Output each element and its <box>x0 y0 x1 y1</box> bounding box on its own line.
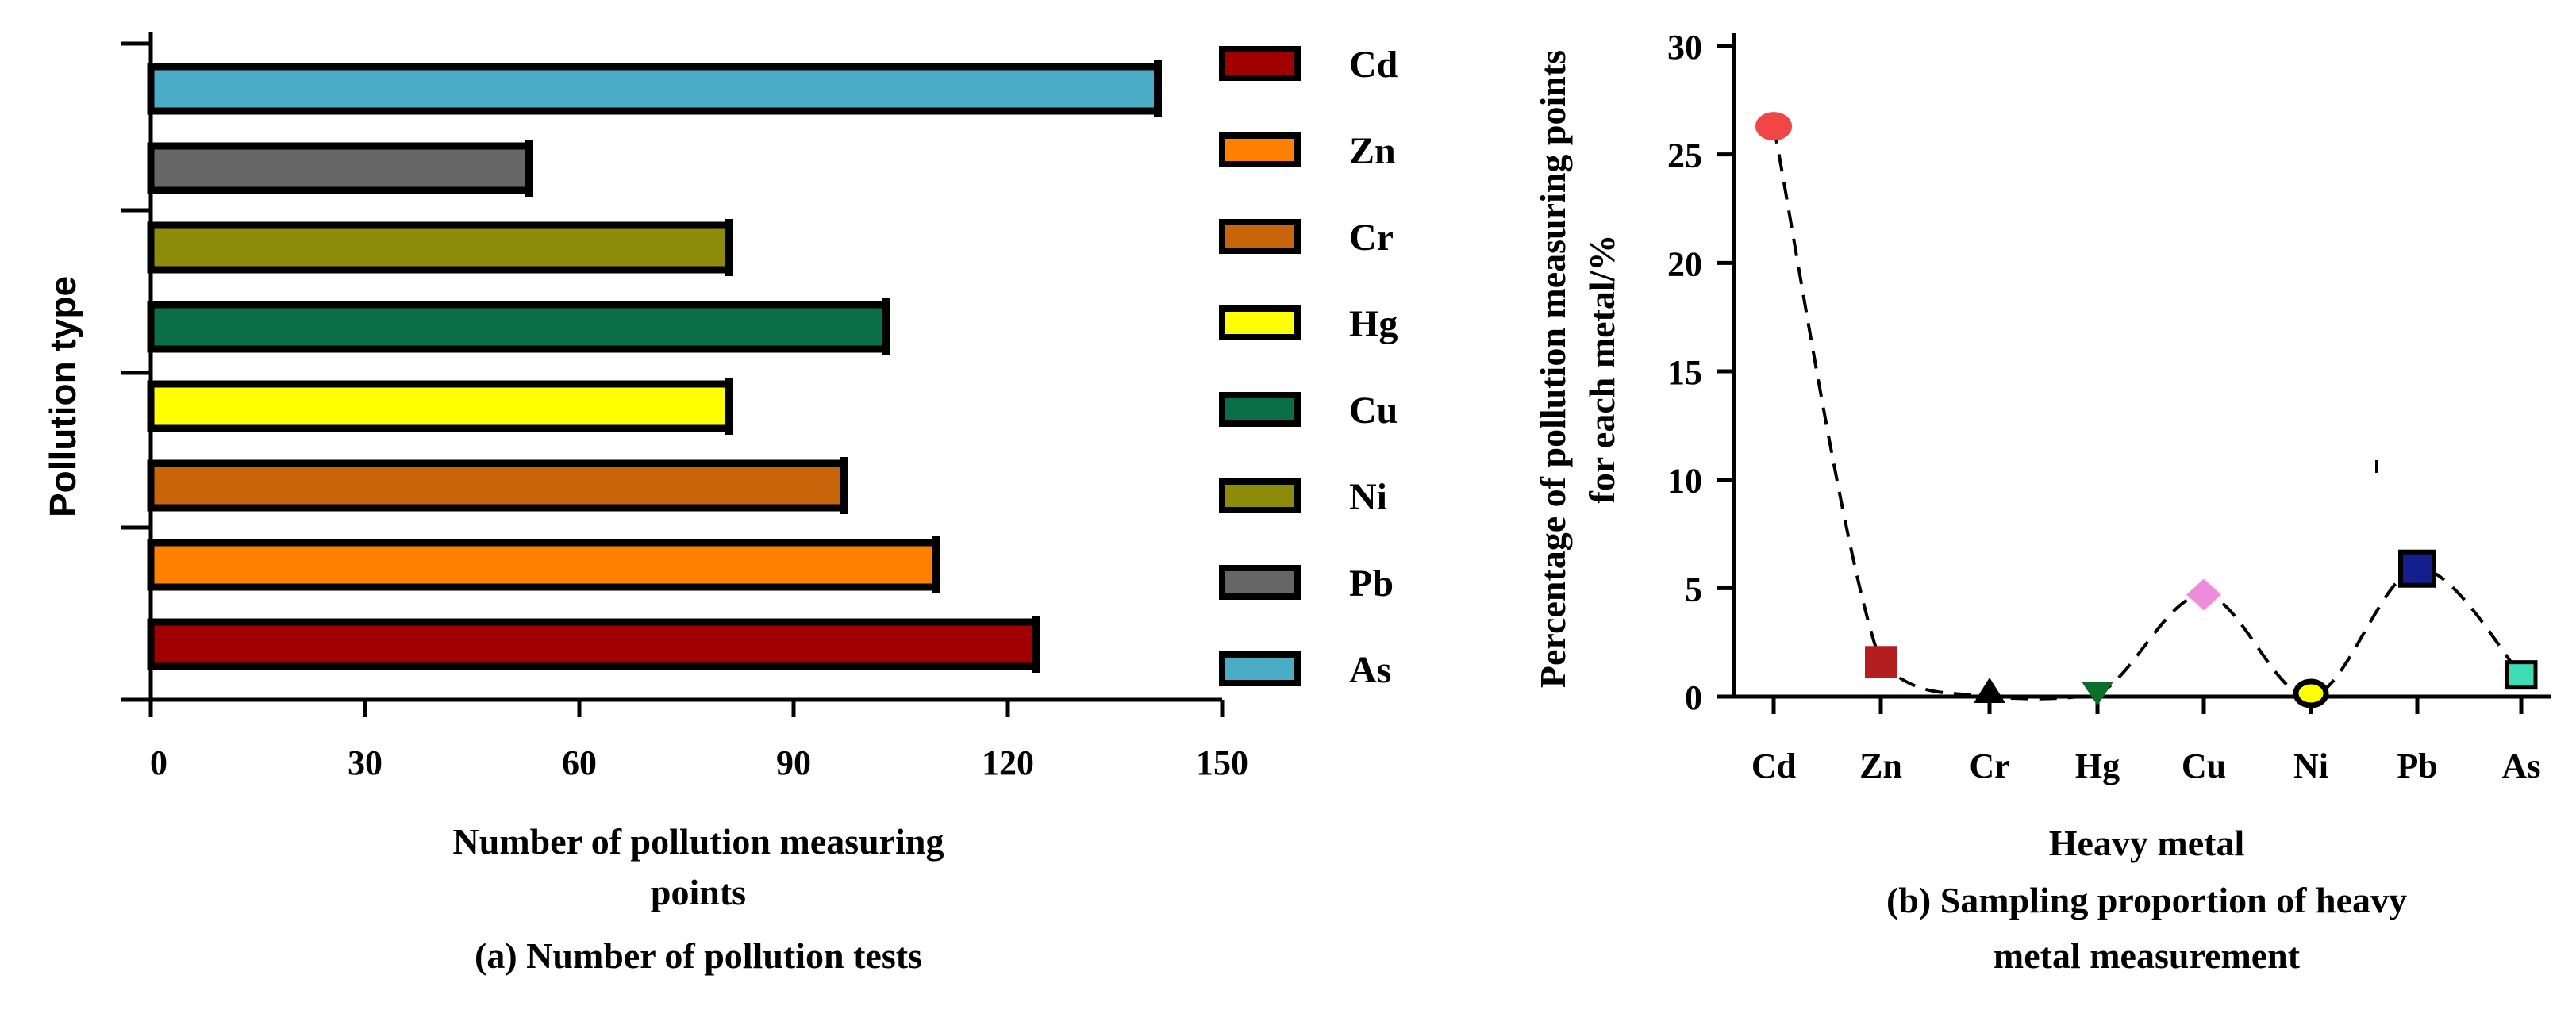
x-tick-label: 30 <box>348 743 383 782</box>
legend-label: As <box>1349 649 1391 691</box>
x-tick-label: Pb <box>2397 747 2437 785</box>
marker-zn <box>1865 646 1897 678</box>
x-tick-label: 150 <box>1196 743 1248 782</box>
bar-cu <box>147 301 890 353</box>
x-axis-label-line1: Number of pollution measuring <box>453 821 944 862</box>
panel-caption-line1: (b) Sampling proportion of heavy <box>1886 880 2407 920</box>
panel-caption-line2: metal measurement <box>1994 935 2301 976</box>
fit-curve <box>1772 125 2523 701</box>
legend-swatch-cd <box>1219 46 1301 81</box>
legend-label: Cd <box>1349 44 1398 86</box>
legend-label: Cu <box>1349 390 1398 432</box>
marker-ni <box>2293 678 2329 708</box>
bar-hg <box>147 380 733 432</box>
legend-swatch-as <box>1219 651 1301 686</box>
legend-label: Pb <box>1349 562 1394 605</box>
bar-zn <box>147 539 940 591</box>
bar-as <box>147 63 1162 115</box>
bar-cr <box>147 459 848 512</box>
y-axis-label: Pollution type <box>42 276 83 517</box>
bar-ni <box>147 221 733 274</box>
legend-swatch-pb <box>1219 565 1301 600</box>
x-tick-label: Cr <box>1969 747 2009 785</box>
y-tick-label: 10 <box>1667 462 1702 501</box>
marker-cu <box>2186 578 2221 611</box>
y-axis-label-line2: for each metal/% <box>1582 235 1622 504</box>
x-tick-label: 120 <box>982 743 1034 782</box>
y-tick-label: 15 <box>1667 353 1702 392</box>
legend-label: Cr <box>1349 217 1394 259</box>
x-axis-label-line2: points <box>651 872 746 912</box>
x-tick-label: Zn <box>1859 747 1902 785</box>
legend-swatch-ni <box>1219 478 1301 513</box>
marker-hg <box>2082 682 2113 706</box>
legend-swatch-zn <box>1219 132 1301 167</box>
bar-cd <box>147 618 1040 670</box>
panel-caption: (a) Number of pollution tests <box>475 935 922 976</box>
x-tick-label: Ni <box>2293 747 2328 785</box>
y-tick-label: 25 <box>1667 136 1702 175</box>
x-tick-label: 60 <box>562 743 597 782</box>
legend-label: Hg <box>1349 303 1398 345</box>
legend-swatch-cr <box>1219 219 1301 254</box>
x-tick-label: 0 <box>150 743 167 782</box>
y-axis-label-line1: Percentage of pollution measuring points <box>1532 50 1573 688</box>
bar-chart-legend: Cd Zn Cr Hg Cu Ni Pb As <box>1219 44 1398 691</box>
y-tick-label: 20 <box>1667 244 1702 283</box>
x-tick-label: As <box>2502 747 2541 785</box>
y-tick-label: 0 <box>1685 678 1702 717</box>
x-tick-label: Cd <box>1751 747 1796 785</box>
marker-cd <box>1755 112 1792 141</box>
legend-label: Zn <box>1349 130 1396 172</box>
x-axis-label: Heavy metal <box>2049 823 2245 863</box>
legend-swatch-cu <box>1219 392 1301 427</box>
x-tick-label: Hg <box>2075 747 2120 785</box>
marker-as <box>2505 660 2538 690</box>
marker-cr <box>1974 678 2005 703</box>
x-tick-label: Cu <box>2182 747 2226 785</box>
scatter-chart-panel: 0 5 10 15 20 25 30 Cd Zn Cr Hg Cu Ni Pb As Percentage o… <box>1532 28 2551 976</box>
bar-pb <box>147 142 533 194</box>
y-tick-label: 5 <box>1685 570 1702 609</box>
legend-swatch-hg <box>1219 305 1301 340</box>
marker-pb <box>2398 549 2436 588</box>
bar-chart-panel: 0 30 60 90 120 150 Pollution type Number of pol… <box>42 32 1248 976</box>
legend-label: Ni <box>1349 476 1387 518</box>
x-tick-label: 90 <box>776 743 811 782</box>
y-tick-label: 30 <box>1667 28 1702 67</box>
